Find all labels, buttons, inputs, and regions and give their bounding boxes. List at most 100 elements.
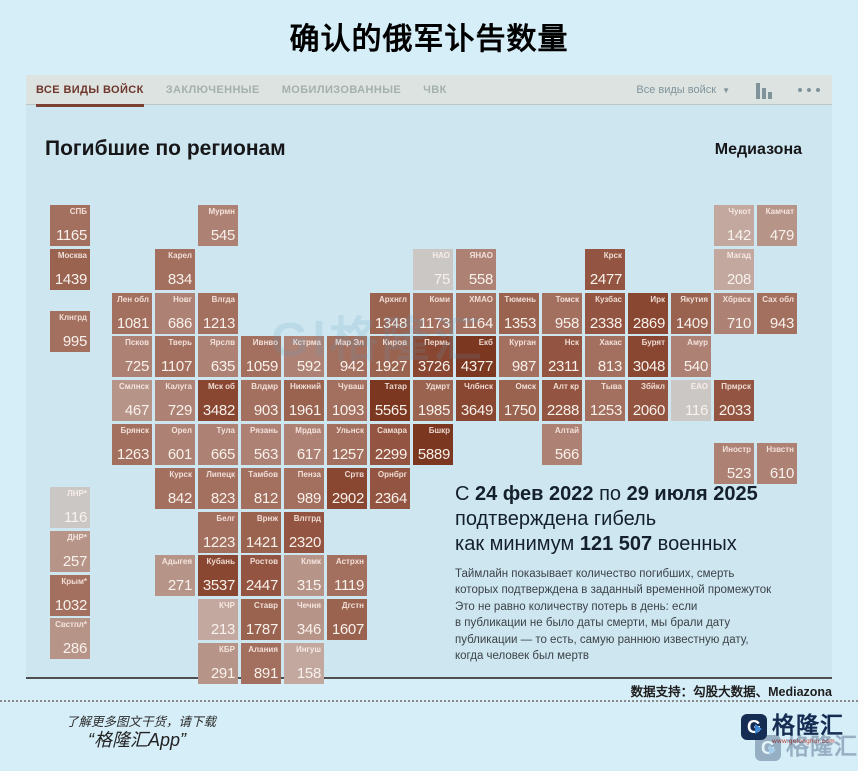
region-tile[interactable]: Дгстн 1607 xyxy=(327,599,367,640)
tab-all-forces[interactable]: ВСЕ ВИДЫ ВОЙСК xyxy=(36,75,144,107)
region-tile[interactable]: Хакас 813 xyxy=(585,336,625,377)
region-tile[interactable]: Новг 686 xyxy=(155,293,195,334)
region-tile[interactable]: Клмк 315 xyxy=(284,555,324,596)
region-tile[interactable]: Удмрт 1985 xyxy=(413,380,453,421)
region-tile[interactable]: Киров 1927 xyxy=(370,336,410,377)
region-tile[interactable]: СПБ 1165 xyxy=(50,205,90,246)
region-tile[interactable]: Карел 834 xyxy=(155,249,195,290)
region-tile[interactable]: Орнбрг 2364 xyxy=(370,468,410,509)
region-tile[interactable]: Тамбов 812 xyxy=(241,468,281,509)
region-tile[interactable]: Магад 208 xyxy=(714,249,754,290)
tab-prisoners[interactable]: ЗАКЛЮЧЕННЫЕ xyxy=(165,83,260,96)
region-tile[interactable]: Иностр 523 xyxy=(714,443,754,484)
region-tile[interactable]: ЯНАО 558 xyxy=(456,249,496,290)
region-tile[interactable]: Алт кр 2288 xyxy=(542,380,582,421)
region-tile[interactable]: Тыва 1253 xyxy=(585,380,625,421)
region-value: 5565 xyxy=(374,402,407,419)
region-tile[interactable]: Мурмн 545 xyxy=(198,205,238,246)
region-tile[interactable]: Члбнск 3649 xyxy=(456,380,496,421)
region-tile[interactable]: Камчат 479 xyxy=(757,205,797,246)
region-tile[interactable]: Псков 725 xyxy=(112,336,152,377)
region-tile[interactable]: Кстрма 592 xyxy=(284,336,324,377)
region-tile[interactable]: Калуга 729 xyxy=(155,380,195,421)
region-tile[interactable]: Орел 601 xyxy=(155,424,195,465)
region-abbr: Мурмн xyxy=(208,207,235,216)
troop-type-select[interactable]: Все виды войск ▼ xyxy=(636,84,730,96)
region-tile[interactable]: Ирк 2869 xyxy=(628,293,668,334)
region-tile[interactable]: ХМАО 1164 xyxy=(456,293,496,334)
region-tile[interactable]: Якутия 1409 xyxy=(671,293,711,334)
region-tile[interactable]: Пенза 989 xyxy=(284,468,324,509)
region-tile[interactable]: Лен обл 1081 xyxy=(112,293,152,334)
region-tile[interactable]: Тула 665 xyxy=(198,424,238,465)
region-tile[interactable]: Чечня 346 xyxy=(284,599,324,640)
region-tile[interactable]: Сах обл 943 xyxy=(757,293,797,334)
region-tile[interactable]: Томск 958 xyxy=(542,293,582,334)
region-tile[interactable]: Архнгл 1348 xyxy=(370,293,410,334)
region-tile[interactable]: ЛНР* 116 xyxy=(50,487,90,528)
region-tile[interactable]: Свстпл* 286 xyxy=(50,618,90,659)
region-tile[interactable]: Бурят 3048 xyxy=(628,336,668,377)
region-tile[interactable]: Ивнво 1059 xyxy=(241,336,281,377)
region-tile[interactable]: НАО 75 xyxy=(413,249,453,290)
region-tile[interactable]: КЧР 213 xyxy=(198,599,238,640)
region-tile[interactable]: Нижний 1961 xyxy=(284,380,324,421)
region-tile[interactable]: Нзвстн 610 xyxy=(757,443,797,484)
region-tile[interactable]: Мар Эл 942 xyxy=(327,336,367,377)
region-tile[interactable]: Ставр 1787 xyxy=(241,599,281,640)
region-tile[interactable]: Крым* 1032 xyxy=(50,575,90,616)
region-tile[interactable]: Екб 4377 xyxy=(456,336,496,377)
region-tile[interactable]: Клнгрд 995 xyxy=(50,311,90,352)
region-tile[interactable]: Алания 891 xyxy=(241,643,281,684)
region-tile[interactable]: ДНР* 257 xyxy=(50,531,90,572)
region-tile[interactable]: Астрхн 1119 xyxy=(327,555,367,596)
region-tile[interactable]: Пермь 3726 xyxy=(413,336,453,377)
region-tile[interactable]: Тюмень 1353 xyxy=(499,293,539,334)
region-tile[interactable]: Белг 1223 xyxy=(198,512,238,553)
region-tile[interactable]: Курск 842 xyxy=(155,468,195,509)
region-tile[interactable]: Кузбас 2338 xyxy=(585,293,625,334)
tab-mobilized[interactable]: МОБИЛИЗОВАННЫЕ xyxy=(281,83,402,96)
region-tile[interactable]: Смлнск 467 xyxy=(112,380,152,421)
more-options-button[interactable] xyxy=(798,88,820,92)
region-tile[interactable]: Татар 5565 xyxy=(370,380,410,421)
region-tile[interactable]: Влдмр 903 xyxy=(241,380,281,421)
region-tile[interactable]: Ульнск 1257 xyxy=(327,424,367,465)
region-tile[interactable]: Нск 2311 xyxy=(542,336,582,377)
region-tile[interactable]: Прмрск 2033 xyxy=(714,380,754,421)
region-tile[interactable]: Кубань 3537 xyxy=(198,555,238,596)
region-tile[interactable]: Врнж 1421 xyxy=(241,512,281,553)
region-tile[interactable]: Хбрвск 710 xyxy=(714,293,754,334)
region-tile[interactable]: Мрдва 617 xyxy=(284,424,324,465)
region-tile[interactable]: Влгда 1213 xyxy=(198,293,238,334)
region-tile[interactable]: Брянск 1263 xyxy=(112,424,152,465)
region-value: 2364 xyxy=(374,490,407,507)
region-tile[interactable]: Самара 2299 xyxy=(370,424,410,465)
region-tile[interactable]: Ярслв 635 xyxy=(198,336,238,377)
bar-chart-icon[interactable] xyxy=(756,82,772,99)
region-tile[interactable]: Москва 1439 xyxy=(50,249,90,290)
region-tile[interactable]: Мск об 3482 xyxy=(198,380,238,421)
region-tile[interactable]: ЕАО 116 xyxy=(671,380,711,421)
region-tile[interactable]: Чукот 142 xyxy=(714,205,754,246)
region-tile[interactable]: Ингуш 158 xyxy=(284,643,324,684)
region-tile[interactable]: Рязань 563 xyxy=(241,424,281,465)
region-tile[interactable]: Влггрд 2320 xyxy=(284,512,324,553)
region-tile[interactable]: Алтай 566 xyxy=(542,424,582,465)
region-tile[interactable]: Сртв 2902 xyxy=(327,468,367,509)
region-tile[interactable]: Адыгея 271 xyxy=(155,555,195,596)
region-tile[interactable]: Омск 1750 xyxy=(499,380,539,421)
region-tile[interactable]: Коми 1173 xyxy=(413,293,453,334)
region-tile[interactable]: Збйкл 2060 xyxy=(628,380,668,421)
region-tile[interactable]: Тверь 1107 xyxy=(155,336,195,377)
region-tile[interactable]: Курган 987 xyxy=(499,336,539,377)
region-tile[interactable]: Чуваш 1093 xyxy=(327,380,367,421)
tab-pmc[interactable]: ЧВК xyxy=(423,83,447,96)
region-tile[interactable]: КБР 291 xyxy=(198,643,238,684)
region-tile[interactable]: Бшкр 5889 xyxy=(413,424,453,465)
region-tile[interactable]: Амур 540 xyxy=(671,336,711,377)
region-value: 1253 xyxy=(589,402,622,419)
region-tile[interactable]: Ростов 2447 xyxy=(241,555,281,596)
region-tile[interactable]: Липецк 823 xyxy=(198,468,238,509)
region-tile[interactable]: Крск 2477 xyxy=(585,249,625,290)
